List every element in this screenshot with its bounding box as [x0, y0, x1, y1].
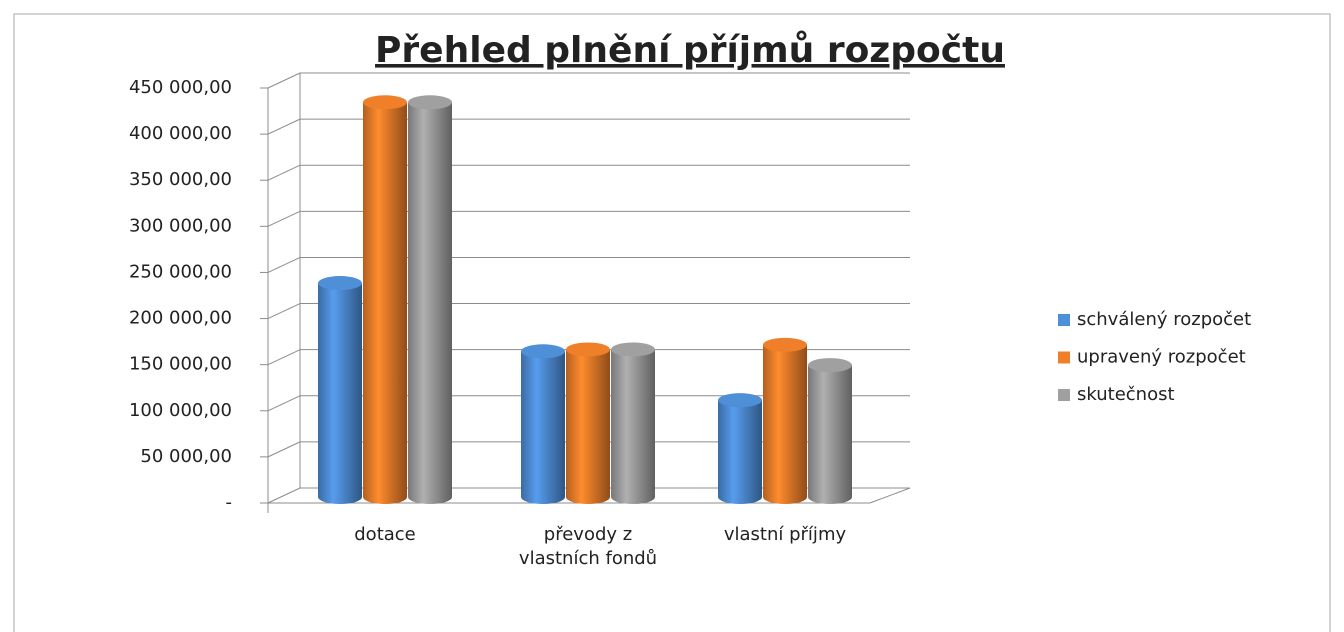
x-tick-line: převody z — [544, 524, 632, 545]
legend-label: upravený rozpočet — [1077, 347, 1246, 368]
y-tick-label: 100 000,00 — [129, 400, 232, 421]
bar-top — [611, 342, 655, 357]
floor-line — [869, 487, 911, 504]
bar — [763, 344, 807, 504]
grid-line — [267, 487, 301, 504]
y-tick-label: 50 000,00 — [140, 446, 232, 467]
x-tick-label: převody z vlastních fondů — [519, 524, 657, 569]
legend-swatch — [1058, 389, 1070, 401]
bar — [718, 400, 762, 504]
grid-line — [267, 349, 301, 366]
y-tick-label: 200 000,00 — [129, 308, 232, 329]
x-tick-line: vlastních fondů — [519, 548, 657, 569]
bar — [566, 349, 610, 504]
x-tick-label: dotace — [354, 524, 416, 545]
bar-top — [566, 342, 610, 357]
y-tick-label: - — [226, 492, 233, 513]
y-tick-label: 450 000,00 — [129, 77, 232, 98]
bar-top — [808, 358, 852, 373]
grid-line — [267, 395, 301, 412]
y-tick-label: 350 000,00 — [129, 169, 232, 190]
bar — [318, 283, 362, 504]
grid-line — [267, 256, 301, 273]
bar-top — [763, 337, 807, 352]
chart-title: Přehled plnění příjmů rozpočtu — [375, 30, 1005, 71]
grid-line — [267, 72, 301, 89]
legend-swatch — [1058, 314, 1070, 326]
legend-label: schválený rozpočet — [1077, 309, 1251, 330]
y-tick-label: 300 000,00 — [129, 215, 232, 236]
bar-top — [408, 95, 452, 110]
y-tick-label: 400 000,00 — [129, 123, 232, 144]
legend-label: skutečnost — [1077, 384, 1175, 405]
bar — [408, 102, 452, 505]
y-tick-label: 150 000,00 — [129, 354, 232, 375]
grid-line — [267, 118, 301, 135]
bar-top — [521, 344, 565, 359]
x-tick-line: vlastní příjmy — [724, 524, 847, 545]
grid-line — [267, 164, 301, 181]
bar — [363, 102, 407, 505]
x-tick-line: dotace — [354, 524, 416, 545]
bar-top — [318, 276, 362, 291]
legend-swatch — [1058, 351, 1070, 364]
grid-line — [267, 441, 301, 458]
bar — [808, 365, 852, 504]
bar — [521, 351, 565, 504]
chart-border — [13, 13, 1331, 632]
grid-line — [267, 210, 301, 227]
x-tick-label: vlastní příjmy — [724, 524, 847, 545]
y-tick-label: 250 000,00 — [129, 261, 232, 282]
grid-line — [267, 303, 301, 320]
bar-top — [363, 95, 407, 110]
bar-top — [718, 393, 762, 408]
bar — [611, 349, 655, 504]
